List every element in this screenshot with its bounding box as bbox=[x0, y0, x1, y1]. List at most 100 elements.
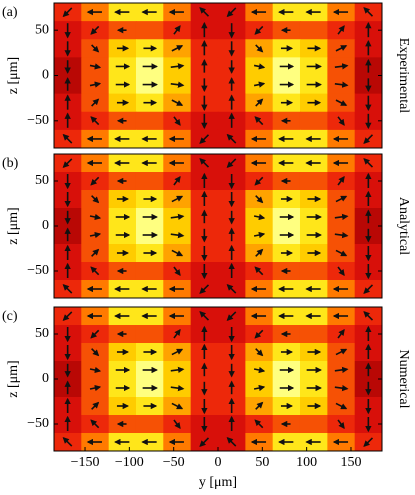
vector-arrow bbox=[199, 157, 210, 168]
vector-arrow bbox=[335, 249, 348, 257]
vector-arrow bbox=[170, 231, 185, 239]
heat-cell bbox=[135, 21, 164, 40]
vector-arrow bbox=[255, 44, 264, 53]
vector-arrow bbox=[90, 116, 100, 126]
vector-arrow bbox=[337, 328, 345, 339]
y-tick-label: −50 bbox=[27, 263, 49, 278]
vector-arrow bbox=[89, 213, 102, 221]
vector-arrow bbox=[254, 25, 264, 35]
panel: 50 0 −50 z [μm] Analytical (b) bbox=[2, 153, 411, 299]
vector-arrow bbox=[253, 63, 266, 70]
vector-arrow bbox=[334, 366, 349, 374]
vector-arrow bbox=[91, 348, 100, 357]
y-tick-label: 50 bbox=[35, 173, 49, 188]
vector-arrow bbox=[199, 134, 210, 144]
y-tick-label: 50 bbox=[35, 22, 49, 37]
y-tick-label: 0 bbox=[42, 68, 49, 83]
vector-arrow bbox=[91, 44, 100, 53]
vector-arrow bbox=[173, 328, 181, 339]
heat-cell bbox=[135, 325, 164, 344]
vector-arrow bbox=[363, 310, 374, 321]
vector-arrow bbox=[337, 175, 345, 186]
vector-arrow bbox=[171, 195, 184, 203]
vector-arrow bbox=[226, 133, 237, 144]
y-tick-label: 50 bbox=[35, 326, 49, 341]
vector-arrow bbox=[90, 329, 100, 339]
vector-arrow bbox=[226, 311, 237, 322]
vector-arrow bbox=[89, 366, 102, 374]
vector-arrow bbox=[171, 45, 184, 52]
vector-arrow bbox=[335, 348, 348, 356]
y-axis-label: z [μm] bbox=[6, 57, 21, 94]
vector-arrow bbox=[173, 25, 181, 35]
y-tick-label: 0 bbox=[42, 218, 49, 233]
vector-arrow bbox=[171, 402, 184, 410]
vector-arrow bbox=[170, 63, 185, 70]
heat-cell bbox=[135, 172, 164, 191]
vector-arrow bbox=[170, 81, 185, 88]
x-tick-label: 50 bbox=[255, 455, 269, 470]
vector-arrow bbox=[170, 366, 185, 374]
vector-arrow bbox=[255, 195, 264, 204]
heat-cell bbox=[299, 172, 328, 191]
vector-arrow bbox=[62, 311, 73, 322]
vector-arrow bbox=[363, 134, 374, 144]
vector-arrow bbox=[91, 195, 100, 204]
vector-arrow bbox=[62, 436, 73, 447]
x-tick-label: −150 bbox=[71, 455, 100, 470]
vector-arrow bbox=[255, 401, 264, 410]
vector-arrow bbox=[335, 195, 348, 203]
y-axis-label: z [μm] bbox=[6, 207, 21, 244]
vector-arrow bbox=[89, 81, 102, 88]
vector-arrow bbox=[337, 116, 345, 126]
vector-arrow bbox=[90, 25, 100, 35]
vector-arrow bbox=[254, 116, 264, 126]
vector-arrow bbox=[335, 99, 348, 106]
vector-arrow bbox=[90, 176, 100, 186]
vector-arrow bbox=[170, 384, 185, 392]
heat-cell bbox=[299, 325, 328, 344]
vector-arrow bbox=[363, 157, 374, 168]
vector-arrow bbox=[226, 158, 237, 169]
vector-arrow bbox=[90, 419, 100, 429]
vector-arrow bbox=[91, 248, 100, 257]
heat-cell bbox=[135, 262, 164, 281]
vector-arrow bbox=[334, 213, 349, 221]
vector-arrow bbox=[171, 99, 184, 106]
x-tick-label: −50 bbox=[163, 455, 185, 470]
vector-arrow bbox=[334, 384, 349, 392]
heat-cell bbox=[135, 415, 164, 434]
y-axis-label: z [μm] bbox=[6, 360, 21, 397]
vector-arrow bbox=[334, 231, 349, 239]
vector-arrow bbox=[226, 436, 237, 447]
side-label: Numerical bbox=[396, 349, 411, 408]
vector-arrow bbox=[253, 231, 266, 239]
vector-arrow bbox=[91, 401, 100, 410]
vector-arrow bbox=[62, 283, 73, 294]
vector-arrow bbox=[226, 7, 237, 18]
vector-arrow bbox=[335, 402, 348, 410]
vector-arrow bbox=[254, 266, 264, 276]
vector-arrow bbox=[255, 248, 264, 257]
vector-arrow bbox=[173, 419, 181, 430]
vector-arrow bbox=[255, 98, 264, 107]
y-tick-label: −50 bbox=[27, 113, 49, 128]
vector-arrow bbox=[253, 81, 266, 88]
vector-arrow bbox=[89, 63, 102, 70]
panel-annotation: (c) bbox=[2, 309, 18, 324]
vector-arrow bbox=[91, 98, 100, 107]
vector-arrow bbox=[171, 249, 184, 257]
vector-arrow bbox=[363, 7, 374, 17]
y-tick-label: −50 bbox=[27, 416, 49, 431]
x-axis-label: y [μm] bbox=[199, 475, 237, 490]
heat-cell bbox=[299, 21, 328, 40]
vector-arrow bbox=[89, 384, 102, 392]
vector-arrow bbox=[337, 266, 345, 277]
vector-arrow bbox=[171, 348, 184, 356]
vector-arrow bbox=[254, 329, 264, 339]
vector-arrow bbox=[337, 419, 345, 430]
side-label: Experimental bbox=[396, 38, 411, 114]
vector-arrow bbox=[199, 284, 210, 295]
vector-arrow bbox=[173, 116, 181, 126]
